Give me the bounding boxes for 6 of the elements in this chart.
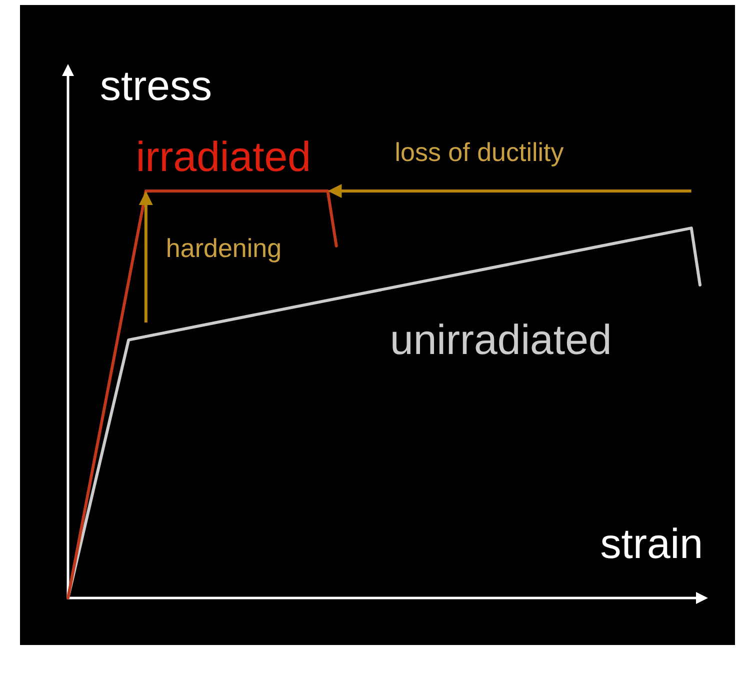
series-label: unirradiated xyxy=(390,316,612,363)
text: loss of ductility xyxy=(394,137,564,167)
series-label: irradiated xyxy=(136,133,312,180)
annotation: hardening xyxy=(166,233,282,263)
y-axis-title: stress xyxy=(100,62,212,109)
x-axis-title: strain xyxy=(600,520,703,567)
